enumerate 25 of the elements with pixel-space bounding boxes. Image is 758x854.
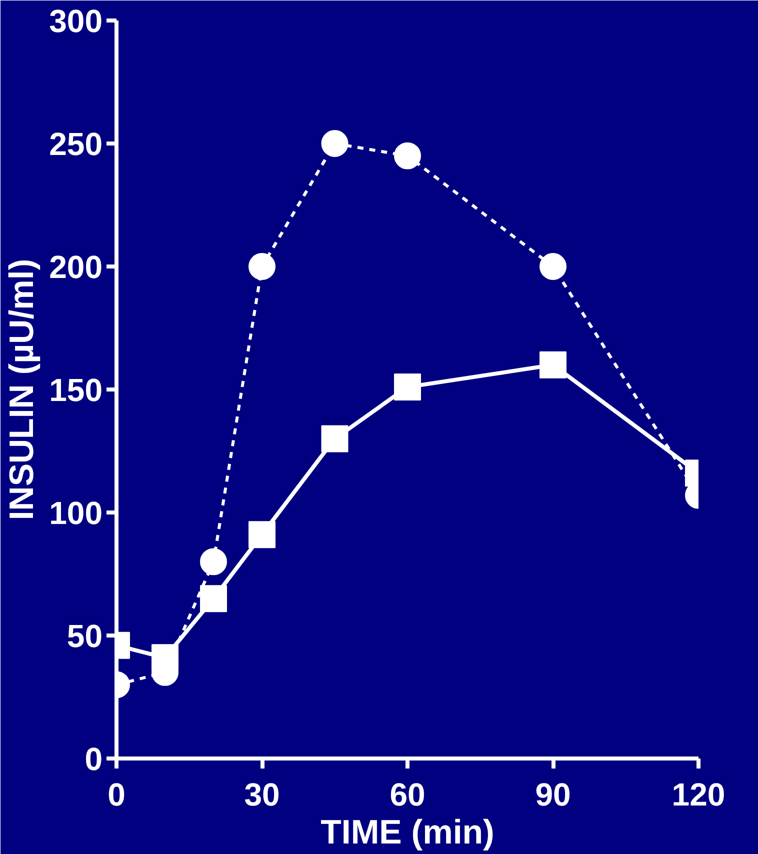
point <box>321 425 348 452</box>
point <box>248 253 276 280</box>
x-tick-label: 30 <box>244 776 280 812</box>
point <box>200 585 227 612</box>
y-tick-label: 50 <box>66 618 102 654</box>
y-tick-label: 0 <box>84 741 102 777</box>
y-axis-title: INSULIN (µU/ml) <box>3 258 42 520</box>
y-tick-label: 200 <box>49 249 102 285</box>
x-axis-title: TIME (min) <box>320 814 494 852</box>
x-tick-label: 60 <box>390 776 426 812</box>
point <box>152 644 178 672</box>
y-tick-label: 150 <box>49 372 102 408</box>
point <box>540 253 566 280</box>
point <box>200 548 227 576</box>
y-tick-label: 300 <box>49 3 102 39</box>
point <box>394 142 421 170</box>
point <box>394 374 421 401</box>
y-tick-label: 250 <box>49 126 102 162</box>
point <box>540 351 566 378</box>
point <box>321 130 348 157</box>
x-tick-label: 120 <box>672 776 726 812</box>
y-tick-label: 100 <box>49 495 102 531</box>
point <box>248 521 276 548</box>
x-tick-label: 0 <box>108 776 126 812</box>
x-tick-label: 90 <box>535 776 571 812</box>
